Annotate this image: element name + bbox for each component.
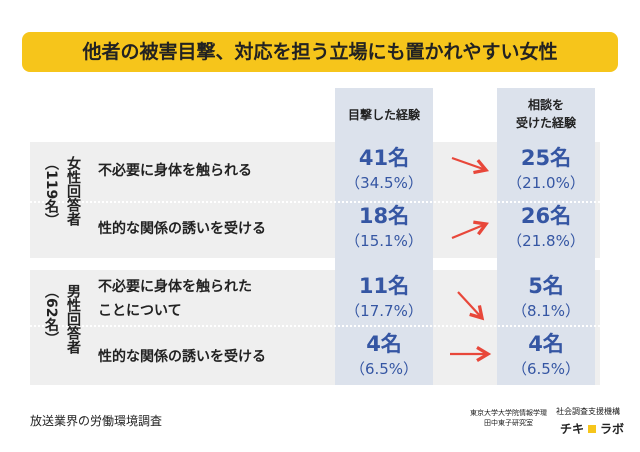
lab-line: 田中東子研究室 [484,419,533,427]
header-line: 相談を [527,98,564,112]
row-label: ことについて [98,303,182,319]
divider [30,201,600,203]
count: 18名 [358,204,410,228]
row-label: 性的な関係の誘いを受ける [98,349,266,365]
percent: （17.7%） [345,302,423,320]
group-label-line: 女性回答者 [65,156,81,226]
arrow [457,291,485,321]
row-label: 不必要に身体を触られる [98,163,252,179]
org: 社会調査支援機構 [556,407,620,416]
percent: （34.5%） [345,174,423,192]
logo-mark [588,425,597,433]
column-band [497,88,595,385]
group-label-line: （119名） [43,156,59,228]
percent: （6.5%） [349,360,419,378]
percent: （6.5%） [511,360,581,378]
lab-line: 東京大学大学院情報学環 [470,409,547,417]
column-band [335,88,433,385]
count: 11名 [358,274,410,298]
source: 放送業界の労働環境調査 [30,414,163,428]
count: 26名 [520,204,572,228]
logo-text: チキ [560,422,585,436]
row-label: 不必要に身体を触られた [98,279,252,295]
group-label: 男性回答者 （62名） [40,284,84,379]
logo-text: ラボ [600,422,625,436]
group-label-line: 男性回答者 [65,284,81,354]
header-line: 受けた経験 [515,116,576,130]
percent: （21.8%） [507,232,585,250]
title: 他者の被害目撃、対応を担う立場にも置かれやすい女性 [22,32,618,72]
arrow [451,220,489,240]
row-label: 性的な関係の誘いを受ける [98,221,266,237]
lab: 東京大学大学院情報学環 田中東子研究室 [470,408,547,428]
count: 25名 [520,146,572,170]
count: 5名 [528,274,564,298]
arrow [451,156,490,175]
group-label-line: （62名） [43,284,59,346]
percent: （8.1%） [511,302,581,320]
column-header: 目撃した経験 [347,108,420,122]
column-header: 相談を 受けた経験 [497,96,595,132]
count: 41名 [358,146,410,170]
logo: チキ ラボ [560,420,624,437]
percent: （21.0%） [507,174,585,192]
percent: （15.1%） [345,232,423,250]
divider [30,325,600,327]
group-label: 女性回答者 （119名） [40,156,84,251]
count: 4名 [528,332,564,356]
count: 4名 [366,332,402,356]
